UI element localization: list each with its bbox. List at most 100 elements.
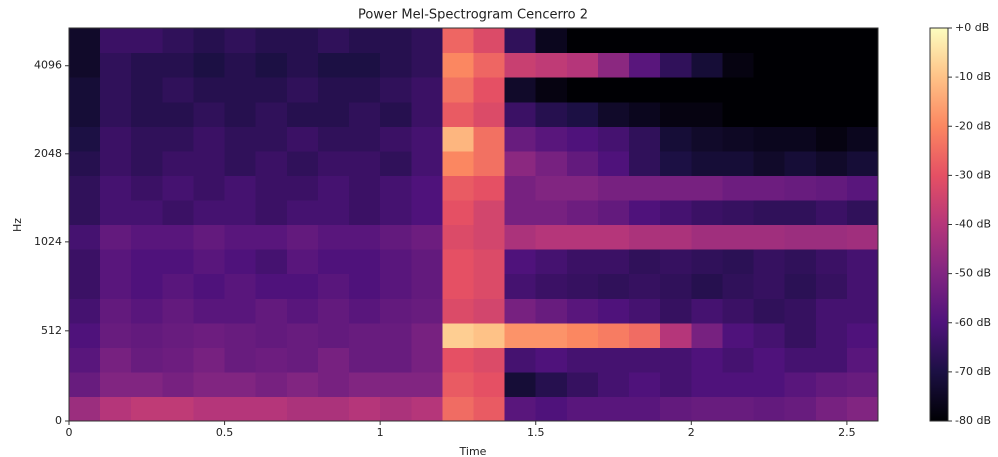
cell xyxy=(535,371,568,398)
cell xyxy=(722,175,755,201)
cell xyxy=(69,347,101,373)
cell xyxy=(504,371,537,398)
cell xyxy=(660,396,692,422)
cell xyxy=(566,150,599,176)
cell xyxy=(380,298,412,324)
cell xyxy=(660,150,692,176)
cell xyxy=(349,298,381,324)
cell xyxy=(69,322,101,348)
cell xyxy=(100,77,132,103)
cell xyxy=(255,52,288,78)
cell xyxy=(131,126,163,152)
cell xyxy=(566,396,599,422)
cell xyxy=(566,371,599,398)
cell xyxy=(535,396,568,422)
cell xyxy=(473,322,506,348)
cell xyxy=(629,77,661,103)
cell xyxy=(286,273,319,299)
cell xyxy=(224,126,257,152)
cell xyxy=(69,273,101,299)
cell xyxy=(846,322,879,348)
cell xyxy=(162,347,195,373)
cell xyxy=(722,273,755,299)
cell xyxy=(753,322,786,348)
cell xyxy=(566,175,599,201)
cell xyxy=(100,150,132,176)
cell xyxy=(442,298,475,324)
cell xyxy=(691,371,724,398)
cell xyxy=(224,150,257,176)
cell xyxy=(411,52,443,78)
cell xyxy=(317,199,350,226)
cell xyxy=(131,175,163,201)
cell xyxy=(629,126,661,152)
cell xyxy=(317,347,350,373)
cell xyxy=(691,77,724,103)
cell xyxy=(349,249,381,275)
cell xyxy=(349,347,381,373)
cell xyxy=(597,28,630,54)
cell xyxy=(846,28,879,54)
cell xyxy=(349,150,381,176)
cell xyxy=(504,175,537,201)
cell xyxy=(69,150,101,176)
cell xyxy=(597,273,630,299)
cell xyxy=(629,371,661,398)
cell xyxy=(566,249,599,275)
cell xyxy=(660,273,692,299)
cell xyxy=(473,101,506,127)
cell xyxy=(597,347,630,373)
cell xyxy=(442,28,475,54)
cell xyxy=(784,126,817,152)
cell xyxy=(473,249,506,275)
cell xyxy=(597,126,630,152)
cell xyxy=(317,273,350,299)
cell xyxy=(504,101,537,127)
cell xyxy=(535,52,568,78)
cell xyxy=(349,396,381,422)
cell xyxy=(846,52,879,78)
cell xyxy=(753,175,786,201)
cell xyxy=(660,371,692,398)
cell xyxy=(660,126,692,152)
cell xyxy=(100,273,132,299)
cell xyxy=(349,199,381,226)
cell xyxy=(691,273,724,299)
cell xyxy=(411,77,443,103)
cell xyxy=(691,28,724,54)
y-tick-label: 0 xyxy=(55,414,62,427)
cell xyxy=(100,224,132,250)
cell xyxy=(566,298,599,324)
cell xyxy=(131,298,163,324)
cell xyxy=(162,396,195,422)
cell xyxy=(193,371,226,398)
cell xyxy=(286,52,319,78)
cell xyxy=(815,199,848,226)
cell xyxy=(784,77,817,103)
cell xyxy=(69,101,101,127)
cell xyxy=(442,273,475,299)
cell xyxy=(722,249,755,275)
cell xyxy=(380,396,412,422)
cell xyxy=(193,150,226,176)
cell xyxy=(442,126,475,152)
cell xyxy=(380,28,412,54)
cell xyxy=(504,322,537,348)
cell xyxy=(193,347,226,373)
cell xyxy=(255,77,288,103)
cell xyxy=(504,199,537,226)
cell xyxy=(349,28,381,54)
cell xyxy=(193,224,226,250)
cell xyxy=(224,77,257,103)
cell xyxy=(784,52,817,78)
cell xyxy=(411,28,443,54)
cell xyxy=(193,273,226,299)
cell xyxy=(317,322,350,348)
cell xyxy=(815,298,848,324)
cell xyxy=(784,273,817,299)
cell xyxy=(193,199,226,226)
cell xyxy=(629,28,661,54)
cell xyxy=(349,273,381,299)
cell xyxy=(224,224,257,250)
cell xyxy=(69,224,101,250)
